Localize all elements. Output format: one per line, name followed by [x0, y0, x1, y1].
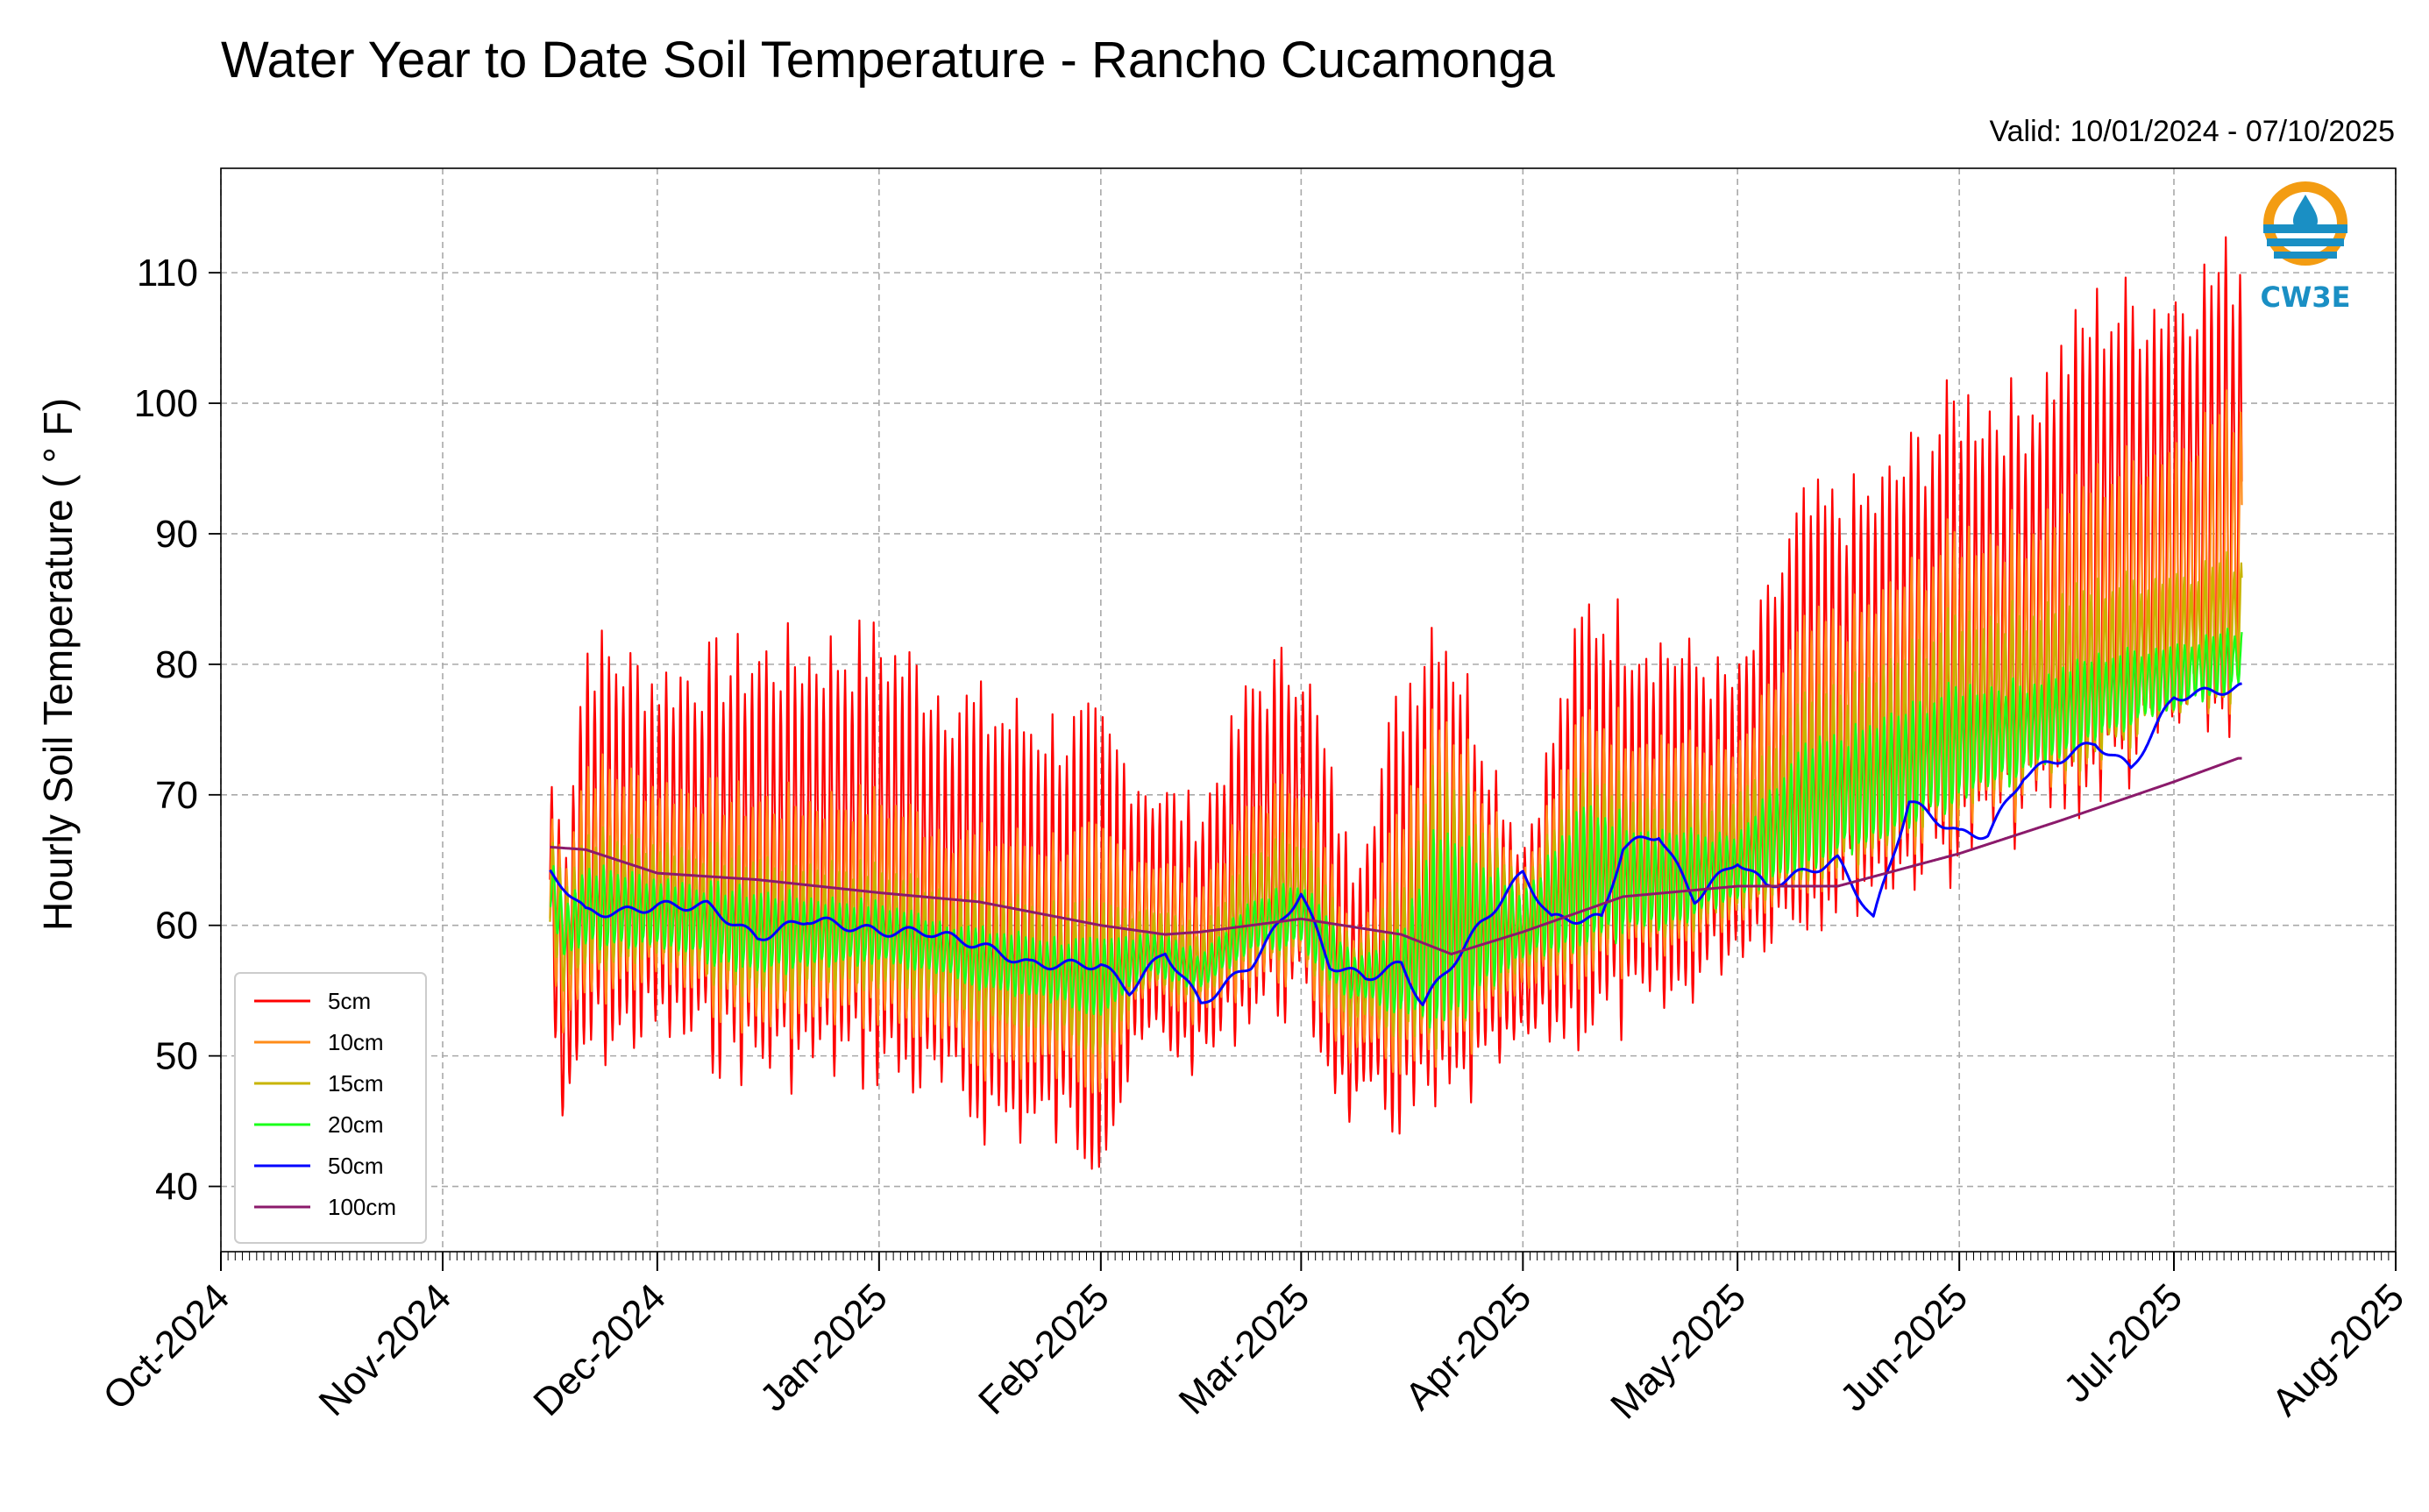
legend-label: 20cm	[328, 1111, 384, 1138]
y-tick-label: 90	[155, 513, 198, 556]
x-tick-label: Dec-2024	[525, 1275, 674, 1424]
y-tick-label: 110	[137, 252, 198, 295]
legend-label: 5cm	[328, 988, 371, 1014]
legend-label: 15cm	[328, 1070, 384, 1097]
logo-text: CW3E	[2261, 280, 2351, 314]
x-tick-label: Jul-2025	[2056, 1275, 2191, 1410]
x-tick-label: Jan-2025	[752, 1275, 896, 1419]
x-tick-label: May-2025	[1602, 1275, 1754, 1427]
y-tick-label: 60	[155, 905, 198, 948]
series-line-50cm	[549, 682, 2243, 1006]
y-tick-label: 80	[155, 643, 198, 686]
logo-drop-icon	[2293, 195, 2318, 233]
legend-box	[234, 972, 427, 1244]
cw3e-logo: CW3E	[2261, 181, 2351, 314]
logo-wave-icon-3	[2274, 252, 2337, 259]
chart-subtitle: Valid: 10/01/2024 - 07/10/2025	[1989, 115, 2395, 148]
legend-label: 100cm	[328, 1194, 396, 1220]
x-tick-label: Mar-2025	[1171, 1275, 1318, 1423]
x-tick-label: Oct-2024	[95, 1275, 238, 1418]
x-tick-label: Apr-2025	[1397, 1275, 1540, 1418]
plot-area	[549, 236, 2243, 1170]
y-tick-label: 100	[134, 382, 198, 425]
x-tick-label: Nov-2024	[311, 1275, 460, 1424]
legend: 5cm 10cm 15cm 20cm 50cm 100cm	[234, 972, 427, 1244]
chart-title: Water Year to Date Soil Temperature - Ra…	[221, 32, 1555, 89]
series-line-5cm	[549, 236, 2243, 1170]
x-tick-label: Feb-2025	[970, 1275, 1118, 1423]
logo-wave-icon-2	[2267, 238, 2344, 246]
legend-label: 10cm	[328, 1029, 384, 1055]
x-tick-label: Aug-2025	[2263, 1275, 2412, 1424]
y-axis-label: Hourly Soil Temperature ( ° F)	[35, 398, 81, 931]
series-line-10cm	[549, 389, 2243, 1094]
y-tick-label: 40	[155, 1166, 198, 1209]
series-line-20cm	[550, 628, 2243, 1029]
y-tick-label: 70	[155, 774, 198, 817]
series-line-100cm	[549, 756, 2243, 955]
legend-label: 50cm	[328, 1153, 384, 1179]
x-tick-label: Jun-2025	[1832, 1275, 1976, 1419]
y-tick-label: 50	[155, 1035, 198, 1078]
